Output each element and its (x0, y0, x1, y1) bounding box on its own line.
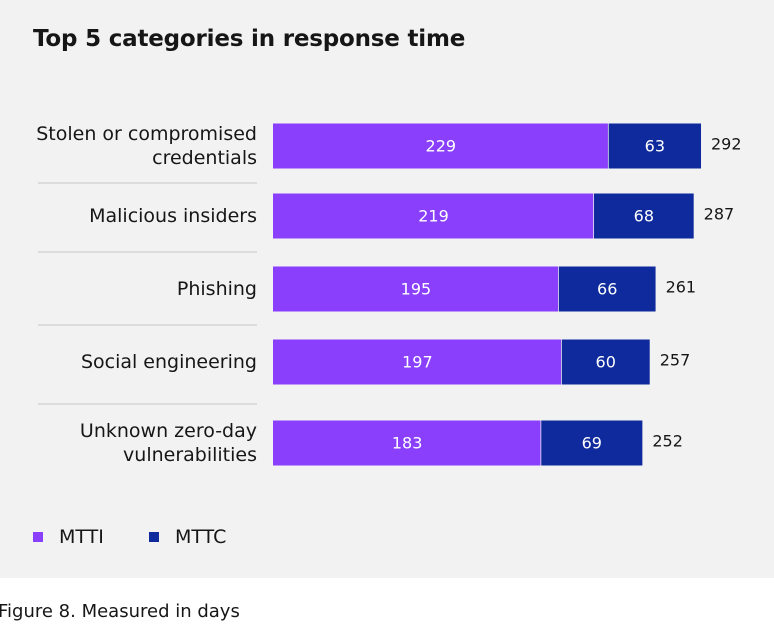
category-label-0: Stolen or compromised credentials (36, 123, 257, 169)
bar-label-mtti-2: 195 (401, 280, 432, 299)
total-label-2: 261 (666, 278, 697, 297)
bar-label-mttc-4: 69 (582, 434, 602, 453)
bar-label-mtti-0: 229 (426, 137, 457, 156)
legend-swatch-mttc (149, 532, 159, 542)
total-label-4: 252 (652, 432, 683, 451)
bar-mttc-4 (541, 420, 643, 466)
bar-mtti-1 (273, 193, 595, 239)
legend-label-mttc: MTTC (175, 526, 227, 548)
bar-mtti-4 (273, 420, 542, 466)
total-label-3: 257 (660, 351, 691, 370)
bar-mtti-0 (273, 123, 609, 169)
bar-label-mttc-3: 60 (596, 353, 616, 372)
bar-mttc-3 (561, 339, 650, 385)
category-label-line: Phishing (177, 278, 257, 300)
bar-label-mtti-3: 197 (402, 353, 433, 372)
legend-item-mttc: MTTC (149, 526, 227, 548)
bar-label-mttc-2: 66 (597, 280, 617, 299)
bar-label-mttc-1: 68 (634, 207, 654, 226)
bar-mttc-1 (594, 193, 694, 239)
category-label-2: Phishing (177, 278, 257, 300)
category-label-line: credentials (152, 147, 257, 169)
bar-mttc-0 (608, 123, 702, 169)
bar-mtti-2 (273, 266, 559, 312)
category-label-4: Unknown zero-day vulnerabilities (80, 420, 257, 466)
category-label-3: Social engineering (81, 351, 257, 373)
figure-caption: Figure 8. Measured in days (0, 601, 240, 622)
bar-chart: Stolen or compromised credentials 229 63 292… (36, 123, 742, 466)
category-label-line: vulnerabilities (123, 444, 257, 466)
bar-label-mtti-4: 183 (392, 434, 423, 453)
bar-mttc-2 (558, 266, 656, 312)
legend-swatch-mtti (33, 532, 43, 542)
total-label-1: 287 (704, 205, 735, 224)
legend-label-mtti: MTTI (59, 526, 104, 548)
category-label-line: Malicious insiders (89, 205, 257, 227)
category-label-1: Malicious insiders (89, 205, 257, 227)
total-label-0: 292 (711, 135, 742, 154)
bar-mtti-3 (273, 339, 562, 385)
bar-label-mttc-0: 63 (645, 137, 665, 156)
bar-label-mtti-1: 219 (418, 207, 449, 226)
category-label-line: Unknown zero-day (80, 420, 257, 442)
chart-title: Top 5 categories in response time (33, 26, 466, 52)
legend-item-mtti: MTTI (33, 526, 104, 548)
category-label-line: Social engineering (81, 351, 257, 373)
chart-panel: Top 5 categories in response time Stolen… (0, 0, 774, 578)
category-label-line: Stolen or compromised (36, 123, 257, 145)
